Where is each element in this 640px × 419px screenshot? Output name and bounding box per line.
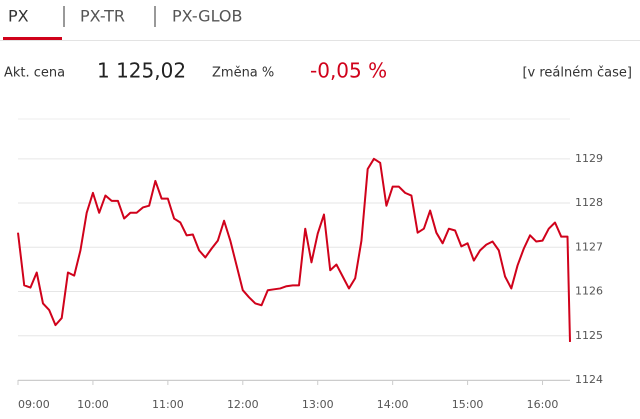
y-tick-label: 1124 (575, 373, 603, 386)
x-tick-label: 10:00 (77, 398, 109, 411)
change-label: Změna % (212, 66, 274, 81)
y-tick-label: 1129 (575, 152, 603, 165)
price-line (17, 157, 571, 342)
x-tick-label: 15:00 (452, 398, 484, 411)
x-tick-label: 12:00 (227, 398, 259, 411)
price-value: 1 125,02 (97, 59, 186, 83)
y-tick-label: 1128 (575, 196, 603, 209)
active-tab-indicator (3, 37, 62, 40)
tab[interactable]: PX-GLOB (172, 7, 242, 26)
price-label: Akt. cena (4, 66, 65, 81)
realtime-note: [v reálném čase] (522, 66, 632, 81)
x-tick-label: 11:00 (152, 398, 184, 411)
y-tick-label: 1126 (575, 285, 603, 298)
y-tick-label: 1127 (575, 240, 603, 253)
x-tick-label: 14:00 (377, 398, 409, 411)
x-tick-label: 13:00 (302, 398, 334, 411)
x-tick-label: 16:00 (527, 398, 559, 411)
y-tick-label: 1125 (575, 329, 603, 342)
change-value: -0,05 % (310, 59, 387, 83)
x-tick-label: 09:00 (18, 398, 50, 411)
tab[interactable]: PX-TR (80, 7, 125, 26)
tab[interactable]: PX (8, 7, 29, 26)
